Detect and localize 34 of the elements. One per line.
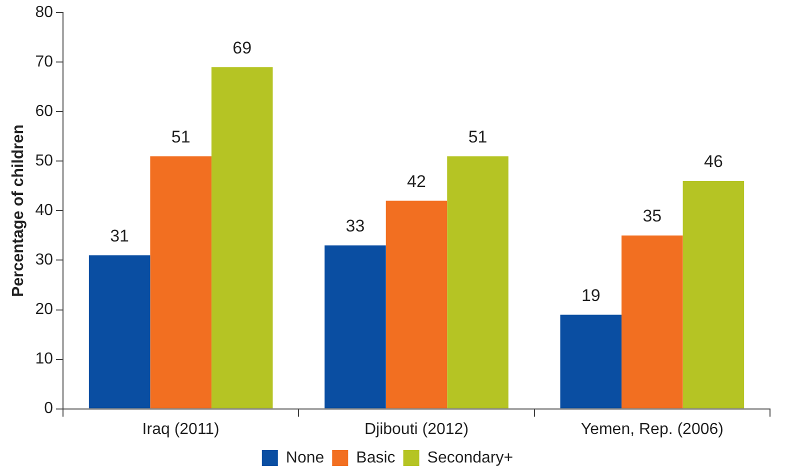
bar xyxy=(622,235,683,408)
bar xyxy=(560,314,622,408)
data-label: 33 xyxy=(346,216,365,236)
bar xyxy=(682,180,744,408)
y-tick-label: 10 xyxy=(35,350,54,368)
y-tick-label: 40 xyxy=(35,202,54,220)
y-tick-label: 20 xyxy=(35,301,54,318)
y-tick-label: 80 xyxy=(35,4,54,22)
bar xyxy=(88,255,150,408)
x-tick-label: Iraq (2011) xyxy=(142,420,220,438)
bar xyxy=(447,156,508,408)
bar xyxy=(386,200,448,408)
x-tick-label: Djibouti (2012) xyxy=(364,420,469,438)
bar xyxy=(150,156,212,408)
data-label: 51 xyxy=(468,127,488,146)
bar xyxy=(324,245,386,408)
y-tick-label: 30 xyxy=(35,252,54,269)
data-label: 42 xyxy=(407,172,426,191)
y-axis-title: Percentage of children xyxy=(10,124,28,297)
x-tick-label: Yemen, Rep. (2006) xyxy=(580,420,724,438)
data-label: 31 xyxy=(110,226,130,246)
bar xyxy=(211,67,273,408)
data-label: 35 xyxy=(642,206,662,226)
y-tick-label: 70 xyxy=(35,54,54,71)
y-tick-label: 0 xyxy=(44,400,54,418)
data-label: 69 xyxy=(232,38,252,58)
y-tick-label: 60 xyxy=(35,103,54,120)
legend-label: Secondary+ xyxy=(427,449,514,466)
data-label: 19 xyxy=(581,286,600,305)
y-tick-label: 50 xyxy=(35,152,54,170)
legend-label: Basic xyxy=(356,449,396,466)
data-label: 46 xyxy=(704,152,723,172)
data-label: 51 xyxy=(171,127,190,146)
legend-label: None xyxy=(286,449,324,466)
